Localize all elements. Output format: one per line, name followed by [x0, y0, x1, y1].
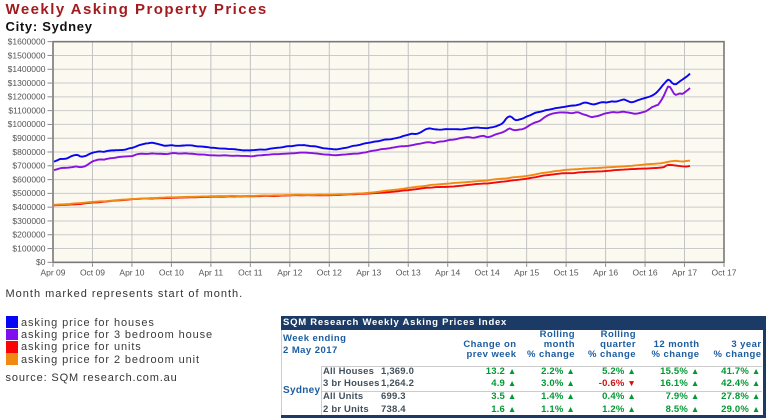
svg-text:$1200000: $1200000: [8, 92, 46, 102]
svg-text:Apr 11: Apr 11: [199, 268, 224, 278]
svg-text:$1500000: $1500000: [8, 50, 46, 60]
svg-text:$1400000: $1400000: [8, 64, 46, 74]
svg-text:Apr 17: Apr 17: [672, 268, 697, 278]
svg-text:Oct 11: Oct 11: [238, 268, 263, 278]
svg-text:$500000: $500000: [12, 188, 45, 198]
svg-text:$200000: $200000: [12, 230, 45, 240]
svg-text:$1000000: $1000000: [8, 119, 46, 129]
svg-text:Oct 17: Oct 17: [711, 268, 736, 278]
svg-text:Oct 10: Oct 10: [159, 268, 184, 278]
svg-text:$700000: $700000: [12, 161, 45, 171]
svg-text:$900000: $900000: [12, 133, 45, 143]
svg-text:$1100000: $1100000: [8, 105, 45, 115]
svg-text:$300000: $300000: [12, 216, 45, 226]
svg-text:Apr 12: Apr 12: [277, 268, 302, 278]
svg-text:$0: $0: [36, 257, 46, 267]
svg-text:$1600000: $1600000: [8, 36, 46, 46]
svg-text:$100000: $100000: [12, 243, 45, 253]
svg-text:$1300000: $1300000: [8, 78, 46, 88]
svg-text:Apr 16: Apr 16: [593, 268, 618, 278]
svg-text:$600000: $600000: [12, 174, 45, 184]
svg-text:Apr 13: Apr 13: [356, 268, 381, 278]
svg-text:$800000: $800000: [12, 147, 45, 157]
svg-text:Oct 13: Oct 13: [396, 268, 421, 278]
svg-text:Oct 12: Oct 12: [317, 268, 342, 278]
svg-text:Apr 15: Apr 15: [514, 268, 539, 278]
svg-text:$400000: $400000: [12, 202, 45, 212]
svg-text:Oct 09: Oct 09: [80, 268, 105, 278]
svg-text:Apr 14: Apr 14: [435, 268, 460, 278]
svg-text:Apr 09: Apr 09: [40, 268, 65, 278]
svg-text:Oct 14: Oct 14: [475, 268, 500, 278]
svg-text:Apr 10: Apr 10: [119, 268, 144, 278]
svg-text:Oct 16: Oct 16: [633, 268, 658, 278]
svg-text:Oct 15: Oct 15: [554, 268, 579, 278]
